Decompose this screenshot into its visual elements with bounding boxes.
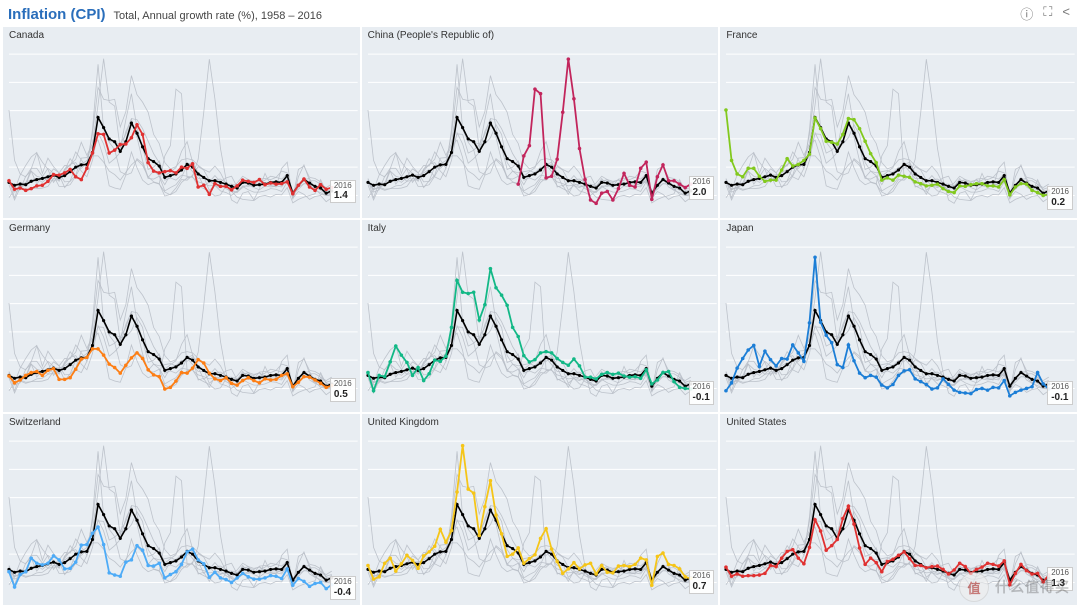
panel-title: Germany — [9, 223, 50, 234]
page-subtitle: Total, Annual growth rate (%), 1958 – 20… — [114, 10, 323, 22]
end-label: 2016-0.4 — [330, 576, 356, 600]
share-icon[interactable]: < — [1062, 4, 1070, 23]
panel-title: United States — [726, 417, 786, 428]
header-icons: ⓘ ⛶ < — [1020, 4, 1070, 23]
panel-title: China (People's Republic of) — [368, 30, 494, 41]
panel-france[interactable]: France 20160.2 — [719, 26, 1078, 219]
chart-grid: Canada20161.4China (People's Republic of… — [0, 26, 1080, 608]
panel-title: United Kingdom — [368, 417, 439, 428]
header: Inflation (CPI) Total, Annual growth rat… — [0, 0, 1080, 26]
end-label: 2016-0.1 — [1047, 381, 1073, 405]
panel-title: Switzerland — [9, 417, 61, 428]
panel-china[interactable]: China (People's Republic of) 20162.0 — [361, 26, 720, 219]
end-label: 20160.2 — [1047, 186, 1073, 210]
panel-title: Italy — [368, 223, 386, 234]
watermark-text: 什么值得买 — [995, 577, 1070, 597]
panel-italy[interactable]: Italy 2016-0.1 — [361, 219, 720, 412]
fullscreen-icon[interactable]: ⛶ — [1043, 4, 1052, 23]
panel-japan[interactable]: Japan 2016-0.1 — [719, 219, 1078, 412]
panel-canada[interactable]: Canada 20161.4 — [2, 26, 361, 219]
info-icon[interactable]: ⓘ — [1020, 4, 1033, 23]
end-label: 2016-0.1 — [689, 381, 715, 405]
panel-united-kingdom[interactable]: United Kingdom 20160.7 — [361, 413, 720, 606]
end-label: 20162.0 — [689, 176, 715, 200]
end-label: 20160.7 — [689, 570, 715, 594]
panel-title: France — [726, 30, 757, 41]
watermark: 值 什么值得买 — [959, 572, 1070, 602]
end-label: 20160.5 — [330, 378, 356, 402]
end-label: 20161.4 — [330, 180, 356, 204]
panel-title: Canada — [9, 30, 44, 41]
page-title: Inflation (CPI) — [8, 6, 106, 23]
panel-germany[interactable]: Germany 20160.5 — [2, 219, 361, 412]
watermark-badge: 值 — [959, 572, 989, 602]
panel-switzerland[interactable]: Switzerland 2016-0.4 — [2, 413, 361, 606]
panel-title: Japan — [726, 223, 753, 234]
